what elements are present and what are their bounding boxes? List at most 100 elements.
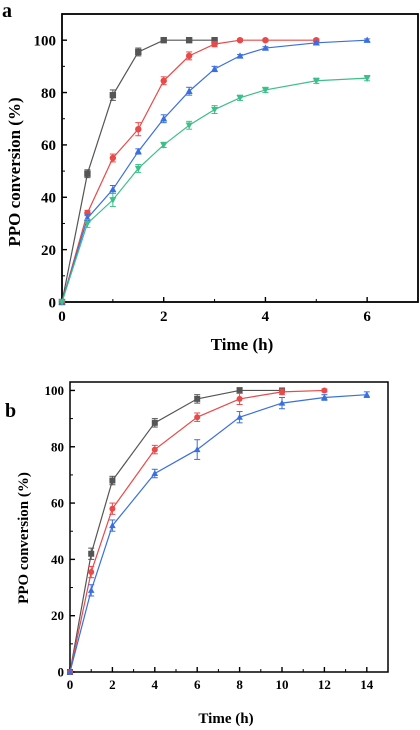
panel-b-series-1-line — [69, 389, 325, 673]
panel-b: b 0 2 4 6 8 10 12 14 0 20 40 60 80 100 Time (h) PPO c… — [5, 381, 389, 727]
panel-a-series-2-point — [261, 44, 269, 51]
panel-a-series-3-point — [261, 87, 269, 94]
panel-a-x-tick-label: 0 — [58, 309, 66, 325]
panel-a-series-3-point — [83, 220, 91, 228]
panel-a-series-1-point — [135, 126, 142, 133]
panel-b-series-0-point — [88, 550, 95, 557]
panel-b-series-2-line — [69, 394, 367, 673]
panel-b-series-1-point — [88, 569, 95, 576]
panel-b-series-1-point — [109, 505, 116, 512]
panel-a-xlabel: Time (h) — [211, 335, 274, 354]
panel-a-series-2-point — [211, 65, 219, 72]
panel-b-series-2-point — [193, 446, 201, 453]
panel-a-series-1 — [58, 36, 320, 306]
panel-a-series-1-point — [109, 154, 117, 162]
panel-a-axes-frame — [61, 13, 419, 303]
panel-b-y-tick-label: 40 — [51, 552, 64, 567]
panel-a-y-tick-label: 80 — [41, 86, 56, 102]
panel-a-series-2-line — [61, 39, 368, 303]
panel-a-series-3-point — [185, 122, 193, 129]
panel-b-series-0-point — [151, 419, 158, 426]
panel-b-x-tick-label: 12 — [318, 677, 331, 692]
panel-a-series-3-point — [211, 106, 219, 114]
panel-b-y-tick-label: 80 — [51, 439, 64, 454]
panel-a-series-0-point — [135, 48, 142, 56]
panel-b-series-0 — [67, 387, 285, 675]
panel-b-ylabel: PPO conversion (%) — [16, 472, 32, 604]
panel-b-plot: 0 2 4 6 8 10 12 14 0 20 40 60 80 100 — [45, 381, 389, 692]
panel-b-series-0-point — [194, 395, 201, 402]
panel-b-x-tick-label: 4 — [152, 677, 159, 692]
panel-b-series-2-point — [321, 394, 328, 401]
panel-b-xlabel: Time (h) — [198, 711, 253, 727]
panel-b-series-2 — [66, 391, 371, 675]
panel-a-series-3-point — [160, 142, 168, 149]
panel-a-series-0-point — [160, 36, 167, 44]
panel-b-series-1-point — [279, 388, 285, 395]
panel-a-series-1-point — [262, 36, 269, 44]
panel-a-series-2-point — [109, 185, 117, 193]
panel-a-series-2-point — [363, 36, 371, 43]
panel-b-series-1 — [67, 387, 328, 675]
panel-a-series-2-point — [160, 115, 168, 122]
panel-b-series-2-point — [87, 586, 95, 593]
panel-b-label: b — [5, 400, 16, 422]
panel-b-series-2-point — [236, 413, 243, 420]
panel-a-series-2 — [58, 36, 371, 305]
panel-a-x-tick-label: 6 — [363, 309, 371, 325]
panel-a-series-3-point — [134, 165, 142, 173]
panel-a-series-2-point — [185, 87, 193, 94]
panel-a-series-1-point — [160, 77, 167, 84]
panel-a-series-3-point — [236, 95, 244, 102]
panel-b-series-2-point — [363, 391, 371, 398]
panel-b-x-tick-label: 14 — [360, 677, 374, 692]
panel-b-series-1-point — [151, 446, 158, 453]
panel-b-series-1-point — [321, 387, 328, 394]
panel-a-series-3 — [58, 75, 371, 306]
panel-b-series-2-point — [278, 399, 286, 406]
panel-b-y-tick-label: 20 — [51, 608, 64, 623]
panel-b-x-tick-label: 10 — [276, 677, 289, 692]
panel-a-x-tick-label: 2 — [160, 309, 168, 325]
panel-a-y-tick-label: 40 — [41, 191, 56, 207]
panel-a-y-tick-label: 60 — [41, 138, 56, 154]
panel-a-series-2-point — [236, 52, 244, 59]
panel-a-y-tick-label: 20 — [41, 243, 56, 259]
panel-a-series-1-point — [236, 36, 244, 44]
panel-b-x-tick-label: 2 — [109, 677, 116, 692]
panel-b-x-tick-label: 0 — [67, 677, 74, 692]
panel-b-series-2-point — [109, 522, 116, 529]
panel-b-axes-frame — [69, 381, 389, 673]
panel-a-series-2-point — [134, 147, 142, 155]
panel-b-x-tick-label: 8 — [236, 677, 243, 692]
panel-b-series-1-point — [236, 395, 243, 402]
panel-a-y-tick-label: 100 — [34, 33, 57, 49]
panel-a-ylabel: PPO conversion (%) — [5, 97, 24, 246]
panel-a-series-1-point — [211, 40, 218, 48]
panel-a-series-3-point — [312, 78, 320, 85]
panel-b-y-tick-label: 0 — [58, 665, 65, 680]
panel-b-series-2-point — [151, 470, 159, 477]
panel-a-series-3-point — [363, 75, 371, 82]
panel-a-x-tick-label: 4 — [262, 309, 270, 325]
panel-b-series-0-point — [109, 477, 116, 484]
panel-a-series-3-point — [58, 299, 66, 306]
panel-b-y-tick-label: 100 — [45, 383, 65, 398]
panel-a-series-1-point — [185, 52, 193, 60]
panel-a-series-0-point — [185, 36, 193, 44]
panel-b-series-0-point — [236, 387, 243, 394]
panel-a-series-0-point — [211, 36, 218, 44]
panel-b-y-tick-label: 60 — [51, 496, 64, 511]
panel-a-series-0-point — [109, 91, 117, 99]
panel-b-x-tick-label: 6 — [194, 677, 201, 692]
panel-b-series-1-point — [194, 414, 201, 421]
panel-b-series-2-point — [66, 668, 74, 675]
panel-a-series-0 — [58, 36, 218, 306]
panel-a-series-1-line — [61, 39, 317, 303]
panel-a-series-0-point — [84, 170, 91, 177]
panel-a-label: a — [2, 0, 12, 22]
panel-a-series-2-point — [312, 39, 320, 46]
